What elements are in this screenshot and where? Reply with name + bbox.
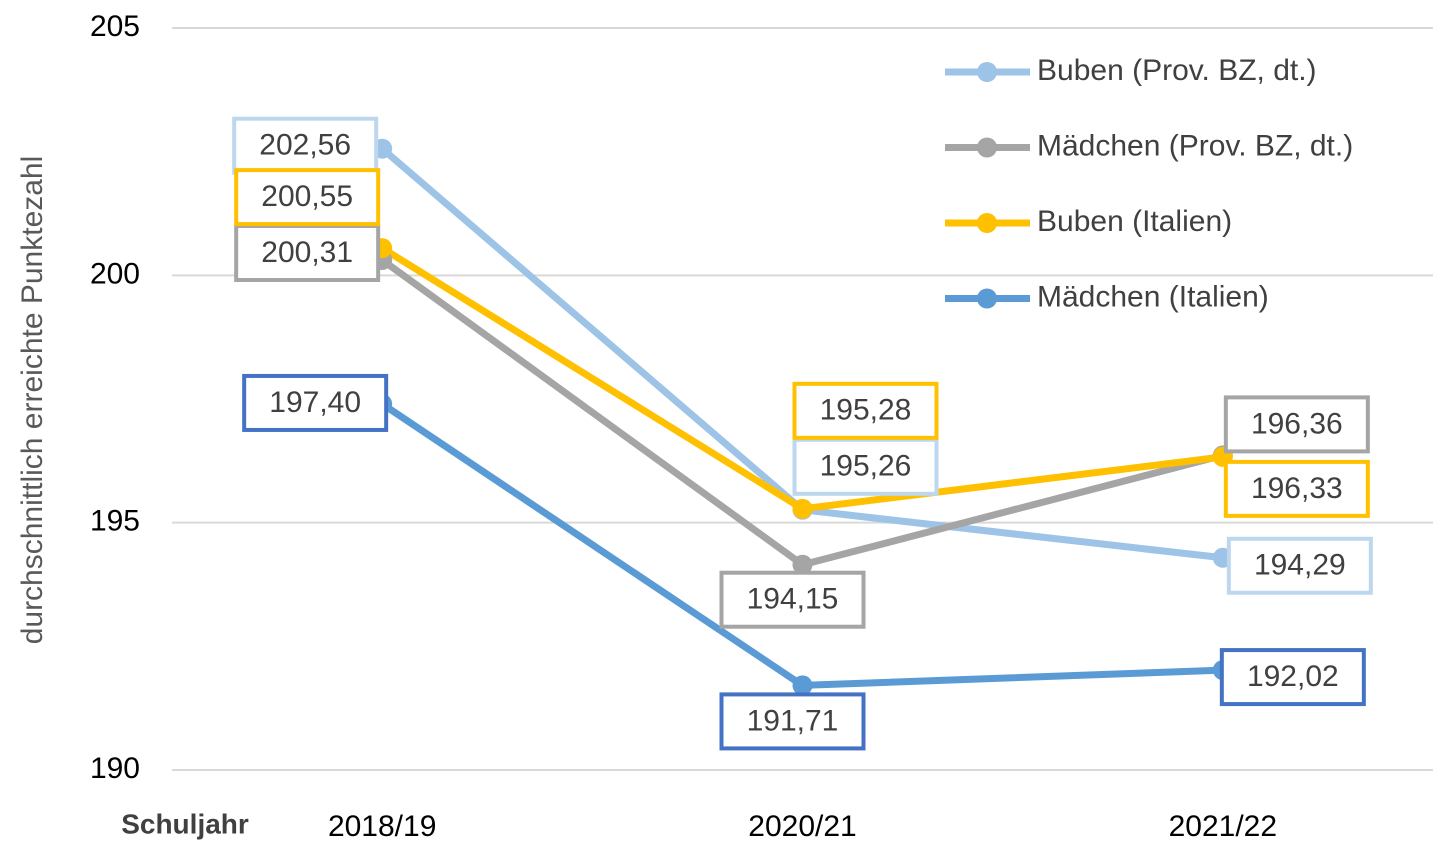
legend-label: Buben (Prov. BZ, dt.) [1037,54,1317,87]
data-label: 194,15 [747,583,839,616]
data-label: 200,31 [261,236,353,269]
point [792,675,813,696]
data-label-box [719,570,866,629]
data-label: 195,26 [820,450,912,483]
data-label-box [1219,648,1366,707]
point [792,498,813,519]
x-axis-label: Schuljahr [121,808,249,839]
y-tick-label: 195 [90,505,140,538]
legend-marker [977,213,997,233]
data-label: 192,02 [1247,660,1339,693]
legend-marker [977,137,997,158]
legend-marker [977,62,997,82]
point [792,554,813,575]
data-label-box [242,373,389,432]
data-label-box [1223,395,1370,454]
data-label-box [1223,459,1370,518]
data-label: 196,36 [1251,407,1343,440]
data-label: 200,55 [261,180,353,213]
y-tick-label: 200 [90,257,140,290]
data-label: 191,71 [747,704,839,737]
data-label: 195,28 [820,394,912,427]
y-tick-label: 205 [90,10,140,43]
x-tick-label: 2020/21 [748,810,856,843]
data-label-box [719,692,866,751]
x-tick-label: 2021/22 [1169,810,1277,843]
data-label: 202,56 [259,129,351,162]
data-label-box [792,437,939,496]
data-label-box [792,381,939,440]
data-label: 196,33 [1251,472,1343,505]
legend-label: Mädchen (Prov. BZ, dt.) [1037,129,1353,162]
data-label-box [234,223,381,282]
y-tick-label: 190 [90,752,140,785]
data-label-box [1226,536,1373,595]
legend-marker [977,288,997,309]
legend-label: Buben (Italien) [1037,205,1232,238]
data-label-box [234,168,381,227]
data-label: 197,40 [269,386,361,419]
legend-label: Mädchen (Italien) [1037,280,1269,313]
x-tick-label: 2018/19 [328,810,436,843]
y-axis-label: durchschnittlich erreichte Punktezahl [16,156,49,645]
data-label: 194,29 [1254,549,1346,582]
